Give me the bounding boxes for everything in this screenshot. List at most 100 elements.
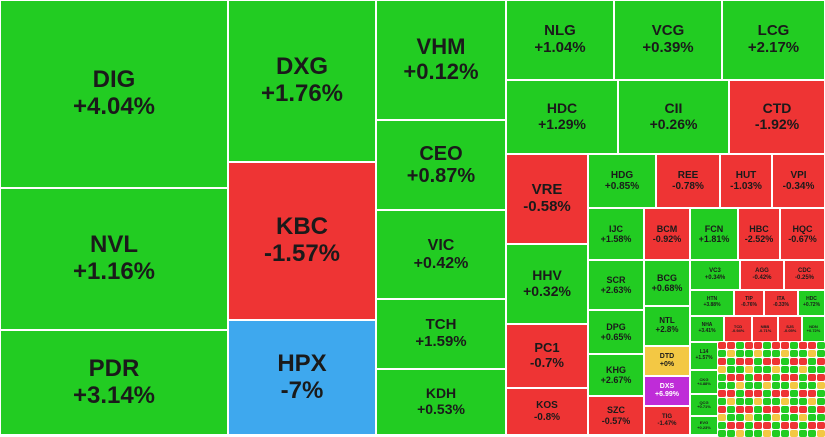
tile-hbc[interactable]: HBC -2.52% bbox=[738, 208, 780, 260]
small-stock-tile[interactable] bbox=[799, 350, 807, 357]
small-stock-tile[interactable] bbox=[781, 358, 789, 365]
small-stock-tile[interactable] bbox=[799, 374, 807, 381]
tile-tig[interactable]: TIG -1.47% bbox=[644, 406, 690, 435]
tile-kdh[interactable]: KDH +0.53% bbox=[376, 369, 506, 435]
small-stock-tile[interactable] bbox=[718, 382, 726, 389]
small-stock-tile[interactable] bbox=[727, 414, 735, 421]
tile-nlg[interactable]: NLG +1.04% bbox=[506, 0, 614, 80]
small-stock-tile[interactable] bbox=[781, 382, 789, 389]
small-stock-tile[interactable] bbox=[781, 350, 789, 357]
tile-bcm[interactable]: BCM -0.92% bbox=[644, 208, 690, 260]
small-stock-tile[interactable] bbox=[799, 382, 807, 389]
small-stock-tile[interactable] bbox=[817, 390, 825, 397]
small-stock-tile[interactable] bbox=[772, 422, 780, 429]
small-stock-tile[interactable] bbox=[763, 342, 771, 349]
small-stock-tile[interactable] bbox=[718, 398, 726, 405]
small-stock-tile[interactable] bbox=[799, 342, 807, 349]
tile-dpg[interactable]: DPG +0.65% bbox=[588, 310, 644, 354]
small-stock-tile[interactable] bbox=[790, 422, 798, 429]
small-stock-tile[interactable] bbox=[727, 390, 735, 397]
small-stock-tile[interactable] bbox=[736, 398, 744, 405]
small-stock-tile[interactable] bbox=[754, 350, 762, 357]
small-stock-tile[interactable] bbox=[763, 382, 771, 389]
small-stock-tile[interactable] bbox=[808, 342, 816, 349]
small-stock-tile[interactable] bbox=[727, 422, 735, 429]
small-stock-tile[interactable] bbox=[772, 406, 780, 413]
small-stock-tile[interactable] bbox=[817, 414, 825, 421]
small-stock-tile[interactable] bbox=[817, 406, 825, 413]
small-stock-tile[interactable] bbox=[772, 414, 780, 421]
small-stock-tile[interactable] bbox=[763, 430, 771, 437]
small-stock-tile[interactable] bbox=[745, 414, 753, 421]
small-stock-tile[interactable] bbox=[790, 358, 798, 365]
tile-hdg[interactable]: HDG +0.85% bbox=[588, 154, 656, 208]
tile-hhv[interactable]: HHV +0.32% bbox=[506, 244, 588, 324]
tile-vhm[interactable]: VHM +0.12% bbox=[376, 0, 506, 120]
tile-tip[interactable]: TIP -0.76% bbox=[734, 290, 764, 316]
small-stock-tile[interactable] bbox=[817, 350, 825, 357]
tile-agg[interactable]: AGG -0.42% bbox=[740, 260, 784, 290]
tile-ceo[interactable]: CEO +0.87% bbox=[376, 120, 506, 210]
small-stock-tile[interactable] bbox=[781, 342, 789, 349]
small-stock-tile[interactable] bbox=[754, 342, 762, 349]
tile-l14[interactable]: L14 +1.57% bbox=[690, 342, 718, 370]
tile-hdc[interactable]: HDC +1.29% bbox=[506, 80, 618, 154]
small-stock-tile[interactable] bbox=[754, 422, 762, 429]
small-stock-tile[interactable] bbox=[808, 430, 816, 437]
small-stock-tile[interactable] bbox=[745, 382, 753, 389]
small-stock-tile[interactable] bbox=[763, 406, 771, 413]
small-stock-tile[interactable] bbox=[790, 390, 798, 397]
small-stock-tile[interactable] bbox=[790, 430, 798, 437]
small-stock-tile[interactable] bbox=[790, 350, 798, 357]
small-stock-tile[interactable] bbox=[718, 342, 726, 349]
small-stock-tile[interactable] bbox=[718, 358, 726, 365]
small-stock-tile[interactable] bbox=[718, 406, 726, 413]
tile-vcg[interactable]: VCG +0.39% bbox=[614, 0, 722, 80]
small-stock-tile[interactable] bbox=[745, 366, 753, 373]
small-stock-tile[interactable] bbox=[727, 358, 735, 365]
small-stock-tile[interactable] bbox=[754, 398, 762, 405]
small-stock-tile[interactable] bbox=[763, 390, 771, 397]
small-stock-tile[interactable] bbox=[763, 350, 771, 357]
small-stock-tile[interactable] bbox=[808, 406, 816, 413]
tile-pdr[interactable]: PDR +3.14% bbox=[0, 330, 228, 435]
small-stock-tile[interactable] bbox=[772, 366, 780, 373]
tile-vic[interactable]: VIC +0.42% bbox=[376, 210, 506, 299]
small-stock-tile[interactable] bbox=[817, 342, 825, 349]
tile-dig[interactable]: DIG +4.04% bbox=[0, 0, 228, 188]
small-stock-tile[interactable] bbox=[736, 366, 744, 373]
tile-ree[interactable]: REE -0.78% bbox=[656, 154, 720, 208]
small-stock-tile[interactable] bbox=[718, 422, 726, 429]
tile-vc3[interactable]: VC3 +0.34% bbox=[690, 260, 740, 290]
small-stock-tile[interactable] bbox=[736, 358, 744, 365]
small-stock-tile[interactable] bbox=[772, 358, 780, 365]
tile-pc1[interactable]: PC1 -0.7% bbox=[506, 324, 588, 388]
small-stock-tile[interactable] bbox=[799, 414, 807, 421]
small-stock-tile[interactable] bbox=[817, 358, 825, 365]
small-stock-tile[interactable] bbox=[745, 390, 753, 397]
small-stock-tile[interactable] bbox=[763, 414, 771, 421]
small-stock-tile[interactable] bbox=[727, 398, 735, 405]
small-stock-tile[interactable] bbox=[745, 358, 753, 365]
small-stock-tile[interactable] bbox=[745, 342, 753, 349]
small-stock-tile[interactable] bbox=[817, 422, 825, 429]
small-stock-tile[interactable] bbox=[754, 358, 762, 365]
small-stock-tile[interactable] bbox=[727, 374, 735, 381]
tile-nvl[interactable]: NVL +1.16% bbox=[0, 188, 228, 330]
tile-ita[interactable]: ITA -0.33% bbox=[764, 290, 798, 316]
small-stock-tile[interactable] bbox=[808, 398, 816, 405]
small-stock-tile[interactable] bbox=[817, 398, 825, 405]
small-stock-tile[interactable] bbox=[808, 350, 816, 357]
small-stock-tile[interactable] bbox=[763, 366, 771, 373]
small-stock-tile[interactable] bbox=[745, 406, 753, 413]
small-stock-tile[interactable] bbox=[745, 374, 753, 381]
small-stock-tile[interactable] bbox=[781, 366, 789, 373]
tile-vre[interactable]: VRE -0.58% bbox=[506, 154, 588, 244]
small-stock-tile[interactable] bbox=[790, 374, 798, 381]
small-stock-tile[interactable] bbox=[736, 422, 744, 429]
small-stock-tile[interactable] bbox=[754, 430, 762, 437]
small-stock-tile[interactable] bbox=[781, 390, 789, 397]
small-stock-tile[interactable] bbox=[727, 366, 735, 373]
tile-ndn[interactable]: NDN +0.72% bbox=[802, 316, 825, 342]
tile-ctd[interactable]: CTD -1.92% bbox=[729, 80, 825, 154]
